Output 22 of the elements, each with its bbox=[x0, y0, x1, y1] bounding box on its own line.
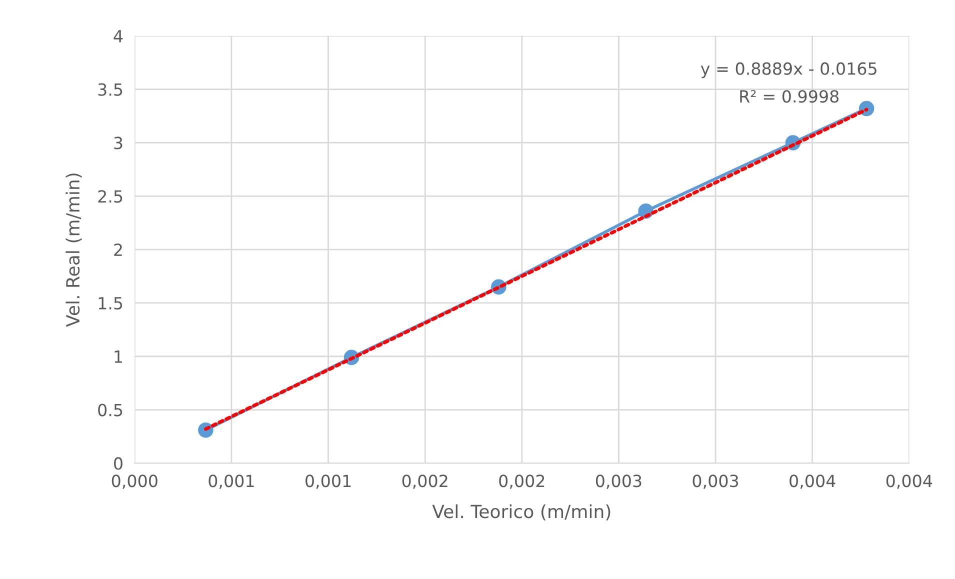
y-tick-label: 3 bbox=[114, 136, 122, 150]
x-tick-label: 0,004 bbox=[886, 474, 932, 489]
y-axis-title: Vel. Real (m/min) bbox=[66, 174, 82, 327]
y-tick-label: 1.5 bbox=[98, 297, 122, 310]
x-tick-label: 0,000 bbox=[112, 474, 158, 489]
x-tick-label: 0,003 bbox=[596, 474, 642, 489]
y-tick-label: 3.5 bbox=[98, 83, 122, 96]
x-tick-label: 0,001 bbox=[306, 474, 351, 489]
annotation: y = 0.8889x - 0.0165 bbox=[700, 62, 876, 78]
y-tick-label: 0 bbox=[114, 457, 122, 470]
y-tick-label: 4 bbox=[114, 30, 123, 42]
y-tick-label: 2.5 bbox=[98, 190, 122, 203]
y-tick-label: 2 bbox=[114, 244, 122, 256]
annotation: R² = 0.9998 bbox=[740, 90, 839, 103]
x-tick-label: 0,004 bbox=[790, 474, 836, 489]
x-tick-label: 0,002 bbox=[402, 474, 448, 489]
y-tick-label: 1 bbox=[114, 350, 122, 363]
x-tick-label: 0,001 bbox=[208, 474, 254, 489]
x-tick-label: 0,003 bbox=[692, 474, 738, 489]
y-tick-label: 0.5 bbox=[98, 404, 122, 416]
x-tick-label: 0,002 bbox=[499, 474, 544, 489]
x-axis-title: Vel. Teorico (m/min) bbox=[432, 504, 610, 520]
